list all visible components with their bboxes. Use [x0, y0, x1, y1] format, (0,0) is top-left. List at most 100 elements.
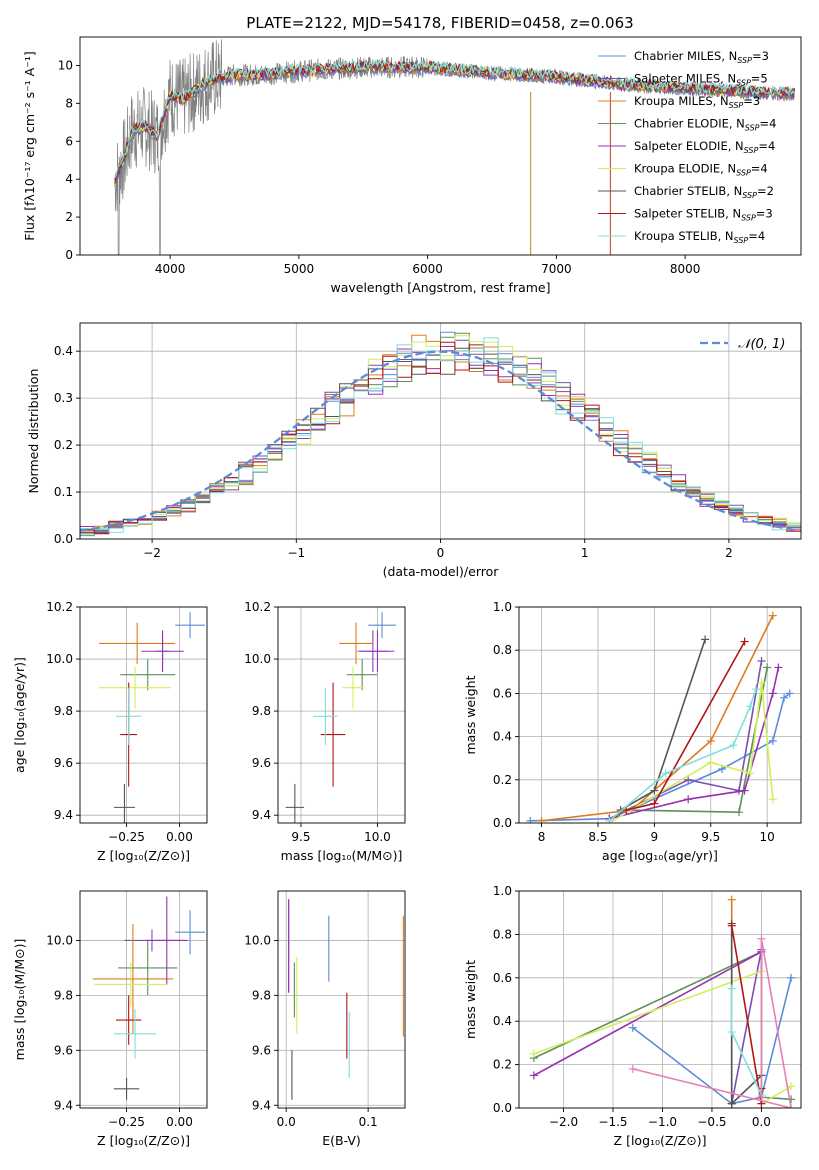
x-tick-label: 4000 — [155, 262, 186, 276]
y-tick-label: 9.6 — [252, 1043, 271, 1057]
y-axis-label: age [log₁₀(age/yr)] — [12, 657, 27, 773]
y-axis-label: Flux [fλ10⁻¹⁷ erg cm⁻² s⁻¹ A⁻¹] — [22, 51, 37, 240]
errorbar-point-7 — [113, 783, 136, 823]
chart-panels: Chabrier MILES, NSSP=3 Salpeter MILES, NS… — [12, 36, 802, 1148]
legend-entry: Salpeter ELODIE, NSSP=4 — [634, 139, 775, 155]
x-tick-label: −1 — [287, 546, 305, 560]
y-axis-label: mass [log₁₀(M/M⊙)] — [12, 939, 27, 1061]
figure-title: PLATE=2122, MJD=54178, FIBERID=0458, z=0… — [246, 14, 633, 32]
x-tick-label: −1.0 — [648, 1115, 677, 1129]
weight-series-7 — [616, 635, 710, 815]
x-tick-label: 0.0 — [752, 1115, 771, 1129]
plot-area — [92, 896, 205, 1100]
x-tick-label: −1.5 — [598, 1115, 627, 1129]
errorbar-point-3 — [99, 622, 176, 665]
y-tick-label: 2 — [65, 210, 73, 224]
plot-area — [99, 612, 205, 823]
errorbar-point-7 — [113, 1077, 140, 1100]
panel-age_vs_Z: −0.25 0.00 9.4 9.6 9.8 10.0 10.2 Z [log₁₀(Z/Z⊙)… — [12, 600, 208, 863]
x-axis-label: age [log₁₀(age/yr)] — [602, 848, 718, 863]
x-tick-label: 0.00 — [166, 830, 193, 844]
y-tick-label: 0.2 — [54, 438, 73, 452]
y-tick-label: 0.8 — [493, 927, 512, 941]
x-tick-label: 9.5 — [701, 830, 720, 844]
errorbar-point-9 — [313, 687, 338, 745]
normal-reference-curve — [80, 350, 799, 532]
y-tick-label: 1.0 — [493, 600, 512, 614]
y-tick-label: 10.2 — [244, 600, 271, 614]
panel-mass_weight_vs_age: 8 8.5 9 9.5 10 0.0 0.2 0.4 0.6 0.8 1.0 age [log₁₀(a… — [463, 600, 802, 863]
errorbar-point-5 — [360, 630, 395, 673]
y-tick-label: 9.6 — [54, 1043, 73, 1057]
errorbar-point-7 — [285, 783, 305, 823]
weight-series-8 — [622, 637, 749, 815]
weight-series-5 — [529, 947, 766, 1080]
weight-series-6 — [605, 678, 777, 823]
y-tick-label: 0.0 — [493, 816, 512, 830]
y-tick-label: 10.0 — [244, 933, 271, 947]
axes-frame — [277, 890, 406, 1109]
weight-series-2 — [727, 945, 766, 1108]
y-tick-label: 9.4 — [54, 808, 73, 822]
errorbar-point-1 — [368, 612, 396, 639]
y-axis-label: mass weight — [463, 675, 478, 754]
y-tick-label: 0.4 — [54, 344, 73, 358]
y-tick-label: 0.2 — [493, 773, 512, 787]
legend-entry: Kroupa STELIB, NSSP=4 — [634, 229, 765, 245]
panel-age_vs_mass: 9.5 10.0 9.4 9.6 9.8 10.0 10.2 mass [log₁₀(M/M⊙… — [244, 600, 406, 863]
weight-series-9 — [727, 984, 766, 1099]
x-tick-label: 0.00 — [166, 1115, 193, 1129]
x-tick-label: 8.5 — [588, 830, 607, 844]
errorbar-point-1 — [175, 910, 205, 955]
errorbar-point-5 — [145, 896, 188, 985]
y-tick-label: 0.2 — [493, 1058, 512, 1072]
y-tick-label: 0.6 — [493, 686, 512, 700]
plot-area — [529, 895, 796, 1108]
errorbar-point-4 — [120, 659, 176, 691]
x-axis-label: Z [log₁₀(Z/Z⊙)] — [97, 1133, 190, 1148]
plot-area — [288, 899, 404, 1100]
y-tick-label: 0.1 — [54, 485, 73, 499]
plot-area — [80, 331, 801, 537]
errorbar-point-5 — [141, 630, 184, 673]
y-tick-label: 8 — [65, 96, 73, 110]
y-tick-label: 1.0 — [493, 884, 512, 898]
axes-frame — [79, 36, 802, 256]
legend-entry: Salpeter MILES, NSSP=5 — [634, 72, 768, 88]
axes-frame — [518, 890, 802, 1109]
model-spectrum-7 — [114, 59, 796, 180]
y-tick-label: 9.6 — [54, 756, 73, 770]
errorbar-point-9 — [115, 687, 142, 745]
y-tick-label: 9.4 — [252, 808, 271, 822]
y-tick-label: 9.8 — [252, 988, 271, 1002]
y-tick-label: 9.8 — [252, 704, 271, 718]
y-tick-label: 9.4 — [54, 1098, 73, 1112]
residual-histogram-7 — [80, 347, 801, 534]
errorbar-point-8 — [320, 682, 346, 787]
legend-entry: Chabrier ELODIE, NSSP=4 — [634, 117, 776, 133]
errorbar-point-8 — [115, 995, 142, 1045]
y-tick-label: 10.0 — [244, 652, 271, 666]
x-axis-label: E(B-V) — [322, 1133, 361, 1148]
y-tick-label: 0.6 — [493, 971, 512, 985]
x-tick-label: 8 — [538, 830, 546, 844]
legend-entry: Kroupa ELODIE, NSSP=4 — [634, 162, 768, 178]
y-tick-label: 4 — [65, 172, 73, 186]
axes-frame — [518, 606, 802, 824]
y-tick-label: 10.0 — [46, 652, 73, 666]
y-tick-label: 0.3 — [54, 391, 73, 405]
x-axis-label: (data-model)/error — [383, 564, 500, 579]
x-axis-label: mass [log₁₀(M/M⊙)] — [281, 848, 403, 863]
errorbar-point-6 — [342, 666, 364, 709]
legend-entry: Salpeter STELIB, NSSP=3 — [634, 207, 773, 223]
y-tick-label: 10.0 — [46, 933, 73, 947]
residual-histogram-9 — [80, 337, 801, 533]
y-tick-label: 0.0 — [54, 532, 73, 546]
weight-series-10 — [628, 934, 796, 1108]
y-axis-label: mass weight — [463, 960, 478, 1039]
y-tick-label: 0 — [65, 248, 73, 262]
y-tick-label: 0.4 — [493, 1014, 512, 1028]
errorbar-point-3 — [92, 923, 174, 1034]
x-tick-label: 0 — [437, 546, 445, 560]
